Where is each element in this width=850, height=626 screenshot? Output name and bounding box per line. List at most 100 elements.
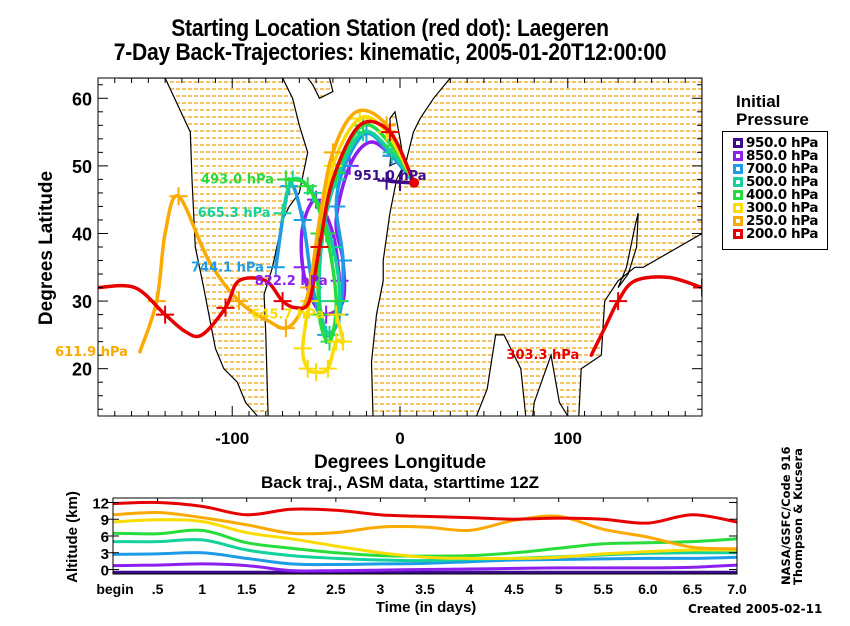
legend-swatch-icon	[733, 190, 743, 200]
alt-y-tick-label: 12	[92, 495, 109, 512]
legend-item: 500.0 hPa	[733, 174, 819, 190]
x-tick-label: -100	[215, 429, 249, 448]
trajectory-marker	[229, 292, 248, 311]
y-tick-label: 60	[72, 89, 92, 109]
trajectory-marker	[276, 319, 295, 338]
trajectory-end-label: 611.9 hPa	[55, 345, 128, 360]
alt-x-tick-label: 5	[555, 581, 563, 597]
legend-title-line2: Pressure	[736, 110, 809, 129]
trajectory-marker	[310, 238, 329, 256]
altitude-line-2000	[113, 500, 737, 525]
trajectory-line-2000	[98, 119, 416, 339]
alt-x-tick-label: 6.0	[638, 581, 658, 597]
alt-x-tick-label: 2.5	[326, 581, 346, 597]
legend: 950.0 hPa 850.0 hPa 700.0 hPa 500.0 hPa …	[722, 131, 828, 250]
altitude-line-7000	[113, 551, 737, 567]
legend-label: 850.0 hPa	[746, 148, 819, 164]
map-background	[118, 81, 702, 412]
created-date: Created 2005-02-11	[688, 602, 823, 616]
legend-label: 500.0 hPa	[746, 174, 819, 190]
legend-label: 400.0 hPa	[746, 187, 819, 203]
trajectory-marker	[293, 210, 312, 229]
alt-x-tick-label: 1.5	[237, 581, 257, 597]
x-tick-label: 100	[554, 429, 582, 448]
altitude-axis-ticks: begin .5 1 1.5 2 2.5 3 3.5 4 4.5 5 5.5 6.0 6.5 7.00369…	[92, 495, 747, 597]
legend-label: 950.0 hPa	[746, 135, 819, 151]
alt-x-tick-label: 3	[377, 581, 385, 597]
trajectory-marker	[327, 305, 346, 324]
trajectory-end-label: 493.0 hPa	[201, 172, 274, 187]
legend-label: 200.0 hPa	[746, 226, 819, 242]
trajectory-end-label: 744.1 hPa	[191, 260, 264, 275]
trajectory-marker	[391, 173, 409, 192]
altitude-lines	[113, 500, 737, 574]
coastline	[306, 78, 334, 100]
map-trajectories	[98, 108, 702, 382]
alt-x-tick-label: 2	[287, 581, 295, 597]
trajectory-marker	[327, 197, 346, 216]
x-tick-label: 0	[395, 429, 404, 448]
legend-swatch-icon	[733, 216, 743, 226]
trajectory-marker	[310, 305, 329, 324]
legend-swatch-icon	[733, 164, 743, 174]
altitude-chart-title: Back traj., ASM data, starttime 12Z	[261, 473, 539, 492]
legend-item: 300.0 hPa	[733, 200, 819, 216]
legend-label: 250.0 hPa	[746, 213, 819, 229]
legend-swatch-icon	[733, 203, 743, 213]
altitude-line-3000	[113, 518, 737, 560]
legend-item: 850.0 hPa	[733, 148, 819, 164]
coastline	[617, 213, 639, 288]
alt-x-tick-label: 7.0	[727, 581, 747, 597]
trajectory-marker	[156, 305, 175, 324]
alt-y-tick-label: 0	[101, 563, 109, 580]
trajectory-marker	[169, 187, 188, 206]
legend-swatch-icon	[733, 138, 743, 148]
altitude-y-axis-label: Altitude (km)	[64, 491, 81, 583]
trajectory-marker	[380, 123, 399, 142]
trajectory-marker	[266, 258, 285, 277]
trajectory-end-label: 822.2 hPa	[255, 274, 328, 289]
chart-title-line1: Starting Location Station (red dot): Lae…	[171, 15, 609, 42]
trajectory-marker	[276, 170, 295, 189]
legend-swatch-icon	[733, 151, 743, 161]
coastline	[370, 78, 702, 416]
legend-label: 300.0 hPa	[746, 200, 819, 216]
land-hatching	[118, 81, 702, 412]
legend-swatch-icon	[733, 177, 743, 187]
alt-y-tick-label: 9	[101, 512, 109, 529]
alt-x-tick-label: begin	[96, 581, 133, 597]
trajectory-marker	[300, 278, 319, 297]
y-tick-label: 30	[72, 292, 92, 312]
y-tick-label: 20	[72, 360, 92, 380]
trajectory-marker	[216, 298, 235, 317]
altitude-line-2500	[113, 510, 737, 551]
legend-label: 700.0 hPa	[746, 161, 819, 177]
map-axis-ticks: -100 0 100 20 30 40 50 60	[72, 78, 703, 448]
legend-swatch-icon	[733, 229, 743, 239]
legend-title-line1: Initial	[736, 92, 781, 111]
altitude-line-8500	[113, 562, 737, 573]
alt-x-tick-label: 4.5	[504, 581, 524, 597]
trajectory-marker	[273, 292, 292, 311]
alt-x-tick-label: .5	[152, 581, 164, 597]
trajectory-marker	[273, 204, 292, 223]
chart-title-line2: 7-Day Back-Trajectories: kinematic, 2005…	[113, 39, 667, 66]
trajectory-marker	[298, 359, 317, 378]
trajectory-marker	[377, 171, 396, 190]
trajectory-line-2000	[589, 275, 702, 357]
start-location-dot	[409, 177, 420, 188]
credit-line2: Thompson & Kucsera	[791, 448, 805, 585]
legend-item: 700.0 hPa	[733, 161, 819, 177]
alt-x-tick-label: 1	[198, 581, 206, 597]
alt-x-tick-label: 6.5	[683, 581, 703, 597]
map-x-axis-label: Degrees Longitude	[314, 452, 486, 473]
alt-y-tick-label: 6	[101, 529, 109, 546]
legend-item: 200.0 hPa	[733, 226, 819, 242]
y-tick-label: 40	[72, 224, 92, 244]
alt-x-tick-label: 3.5	[415, 581, 435, 597]
trajectory-end-label: 951.0 hPa	[354, 169, 427, 184]
legend-item: 400.0 hPa	[733, 187, 819, 203]
coastline	[118, 78, 309, 416]
